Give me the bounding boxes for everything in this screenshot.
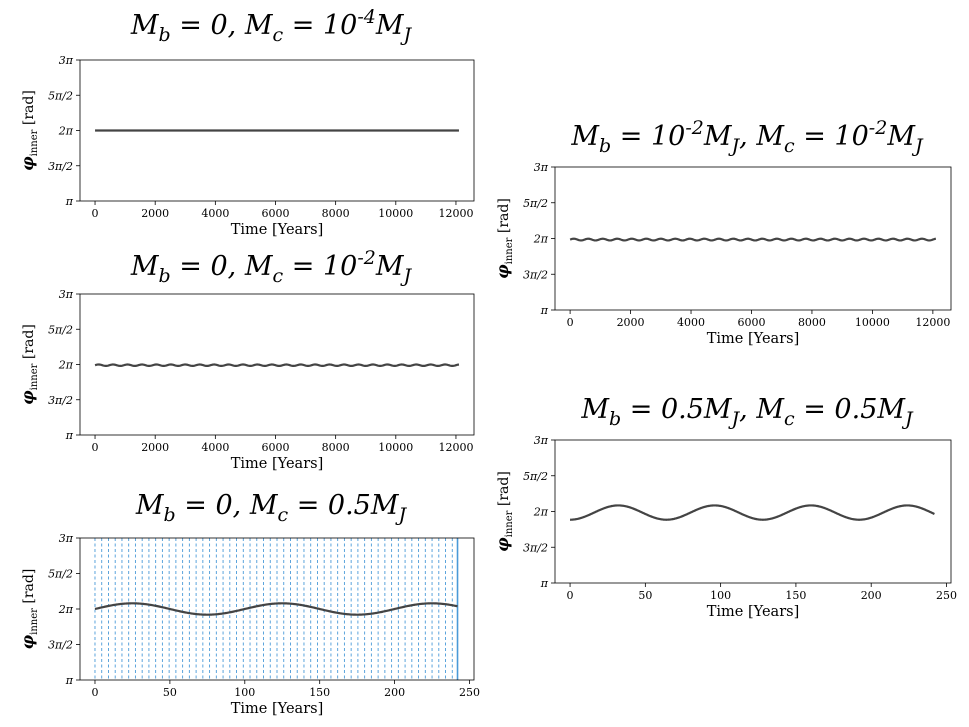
y-tick-label: 3π	[59, 532, 74, 545]
y-tick-label: 3π/2	[48, 160, 73, 173]
x-tick-label: 150	[785, 589, 806, 602]
y-axis-label: φinner [rad]	[18, 569, 40, 650]
panel-title: Mb = 0, Mc = 0.5MJ​	[135, 490, 408, 526]
y-tick-label: 2π	[58, 125, 74, 138]
x-tick-label: 100	[234, 686, 255, 699]
plot-frame	[79, 537, 475, 681]
x-tick-label: 0	[567, 316, 574, 329]
x-tick-label: 100	[710, 589, 731, 602]
x-tick-label: 50	[638, 589, 652, 602]
panel-title: Mb = 10-2MJ, Mc = 10-2MJ​	[570, 117, 924, 157]
x-tick-label: 8000	[798, 316, 826, 329]
x-tick-label: 4000	[677, 316, 705, 329]
y-tick-label: 5π/2	[48, 568, 73, 581]
plot-frame	[554, 439, 952, 584]
y-tick-label: 5π/2	[523, 470, 548, 483]
x-tick-label: 8000	[322, 207, 350, 220]
data-series-line	[570, 504, 935, 521]
data-series-line	[94, 602, 458, 616]
y-tick-label: 3π/2	[523, 541, 548, 554]
y-axis-label: φinner [rad]	[493, 198, 515, 279]
x-tick-label: 250	[459, 686, 480, 699]
data-series-line	[94, 363, 460, 368]
x-axis-label: Time [Years]	[231, 222, 323, 238]
x-tick-label: 6000	[261, 207, 289, 220]
event-lines	[94, 538, 459, 680]
x-tick-label: 8000	[322, 441, 350, 454]
y-tick-label: π	[540, 577, 549, 590]
x-tick-label: 12000	[915, 316, 950, 329]
panel-title: Mb = 0, Mc = 10-2MJ​	[130, 247, 413, 287]
y-tick-label: π	[65, 429, 74, 442]
x-tick-label: 0	[567, 589, 574, 602]
x-tick-label: 4000	[201, 207, 229, 220]
y-tick-label: 2π	[533, 506, 549, 519]
panel-title: Mb = 0, Mc = 10-4MJ​	[130, 6, 413, 46]
x-tick-label: 0	[92, 441, 99, 454]
y-tick-label: π	[540, 304, 549, 317]
x-tick-label: 250	[936, 589, 957, 602]
y-axis-label: φinner [rad]	[18, 324, 40, 405]
y-tick-label: 2π	[58, 603, 74, 616]
x-tick-label: 12000	[438, 207, 473, 220]
x-tick-label: 0	[92, 207, 99, 220]
x-tick-label: 10000	[378, 441, 413, 454]
y-tick-label: 3π	[59, 54, 74, 67]
x-tick-label: 200	[861, 589, 882, 602]
x-axis-label: Time [Years]	[707, 331, 799, 347]
y-tick-label: 3π/2	[523, 268, 548, 281]
x-tick-label: 0	[91, 686, 98, 699]
y-tick-label: 5π/2	[48, 323, 73, 336]
panel-3: Mb = 0, Mc = 0.5MJ​ π 3π/2 2π 5π/2 3π 0 50 100 15…	[18, 490, 480, 717]
y-axis-label: φinner [rad]	[18, 90, 40, 171]
x-tick-label: 10000	[378, 207, 413, 220]
y-tick-label: 3π/2	[48, 639, 73, 652]
y-tick-label: π	[65, 674, 74, 687]
panel-5: Mb = 0.5MJ, Mc = 0.5MJ​ π 3π/2 2π 5π/2 3π 0 50 1…	[493, 394, 957, 620]
x-tick-label: 50	[163, 686, 177, 699]
x-tick-label: 150	[309, 686, 330, 699]
x-tick-label: 2000	[141, 441, 169, 454]
y-axis-label: φinner [rad]	[493, 471, 515, 552]
panel-4: Mb = 10-2MJ, Mc = 10-2MJ​ π 3π/2 2π 5π/2 3π 0 2…	[493, 117, 952, 347]
x-axis-label: Time [Years]	[231, 701, 323, 717]
x-tick-label: 6000	[261, 441, 289, 454]
panel-title: Mb = 0.5MJ, Mc = 0.5MJ​	[580, 394, 914, 430]
y-tick-label: 3π/2	[48, 394, 73, 407]
y-tick-label: 2π	[58, 359, 74, 372]
y-tick-label: 3π	[534, 161, 549, 174]
x-axis-label: Time [Years]	[231, 456, 323, 472]
x-tick-label: 2000	[141, 207, 169, 220]
y-tick-label: 3π	[534, 434, 549, 447]
y-tick-label: 5π/2	[523, 197, 548, 210]
x-tick-label: 12000	[438, 441, 473, 454]
panel-1: Mb = 0, Mc = 10-4MJ​ π 3π/2 2π 5π/2 3π 0 2000 40…	[18, 6, 475, 238]
data-series-line	[569, 237, 937, 242]
x-axis-label: Time [Years]	[707, 604, 799, 620]
x-tick-label: 4000	[201, 441, 229, 454]
x-tick-label: 200	[384, 686, 405, 699]
y-tick-label: 5π/2	[48, 89, 73, 102]
y-tick-label: 3π	[59, 288, 74, 301]
x-tick-label: 6000	[737, 316, 765, 329]
y-tick-label: π	[65, 195, 74, 208]
y-tick-label: 2π	[533, 233, 549, 246]
x-tick-label: 10000	[855, 316, 890, 329]
panel-2: Mb = 0, Mc = 10-2MJ​ π 3π/2 2π 5π/2 3π 0 2000 40…	[18, 247, 475, 472]
x-tick-label: 2000	[617, 316, 645, 329]
